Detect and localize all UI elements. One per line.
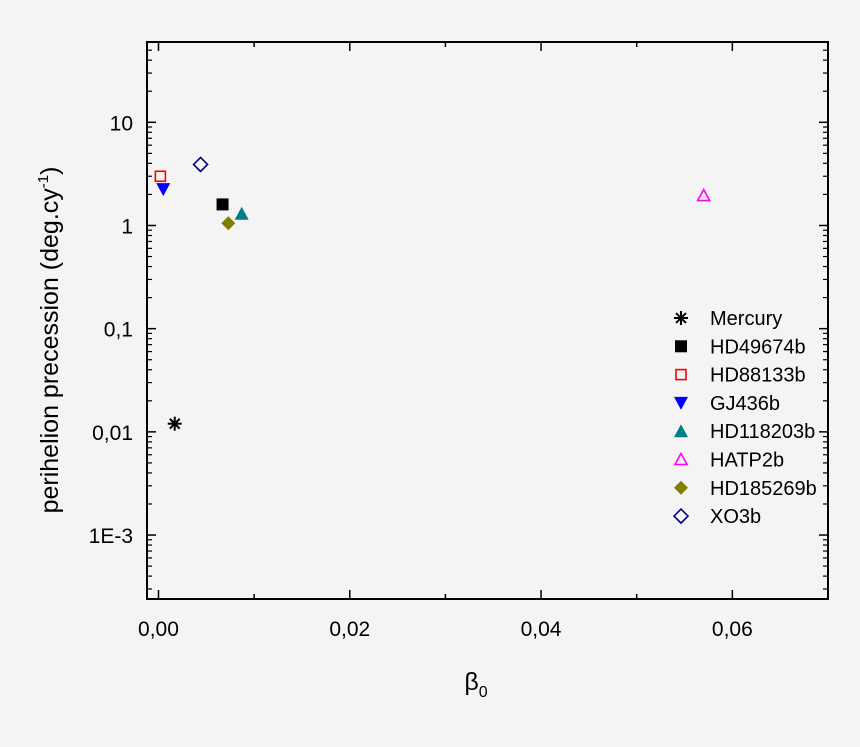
legend-label: XO3b: [710, 506, 761, 528]
data-point: [156, 183, 171, 197]
y-tick-label: 10: [110, 112, 133, 135]
x-axis: 0,00 0,02 0,04 0,06: [138, 42, 753, 641]
y-tick-label: 0,01: [92, 422, 133, 445]
legend-marker: [675, 368, 687, 381]
plot-frame: [146, 41, 829, 600]
y-tick-label: 1: [121, 215, 133, 238]
legend-label: Mercury: [710, 308, 782, 330]
data-point: [221, 216, 236, 231]
data-point: [696, 187, 712, 202]
legend-label: HATP2b: [710, 450, 784, 472]
y-axis-label: perihelion precession (deg.cy-1): [35, 167, 64, 514]
legend-label: HD185269b: [710, 478, 817, 500]
y-axis: 1E-3 0,01 0,1 1 10: [89, 49, 828, 590]
x-tick-label: 0,04: [521, 618, 562, 641]
legend-label: HD118203b: [710, 421, 815, 443]
legend-marker: [675, 340, 687, 353]
x-tick-label: 0,06: [712, 618, 753, 641]
legend-label: HD49674b: [710, 336, 806, 358]
y-tick-label: 1E-3: [89, 525, 133, 548]
legend-marker: [672, 507, 690, 525]
legend-marker: [674, 311, 688, 325]
data-point: [167, 416, 182, 431]
legend: Mercury HD49674b HD88133b GJ436b HD118203b HA…: [672, 308, 817, 528]
x-tick-label: 0,02: [329, 618, 370, 641]
legend-marker: [673, 451, 689, 466]
x-axis-label: β0: [464, 668, 487, 701]
data-point: [154, 170, 167, 183]
legend-marker: [674, 396, 688, 410]
y-tick-label: 0,1: [104, 319, 133, 342]
data-point: [234, 206, 249, 220]
legend-marker: [674, 424, 688, 438]
legend-label: GJ436b: [710, 393, 780, 415]
legend-label: HD88133b: [710, 365, 806, 387]
data-point: [216, 198, 229, 211]
x-tick-label: 0,00: [138, 618, 179, 641]
data-points: [154, 156, 712, 431]
legend-marker: [674, 480, 688, 495]
data-point: [192, 156, 209, 173]
